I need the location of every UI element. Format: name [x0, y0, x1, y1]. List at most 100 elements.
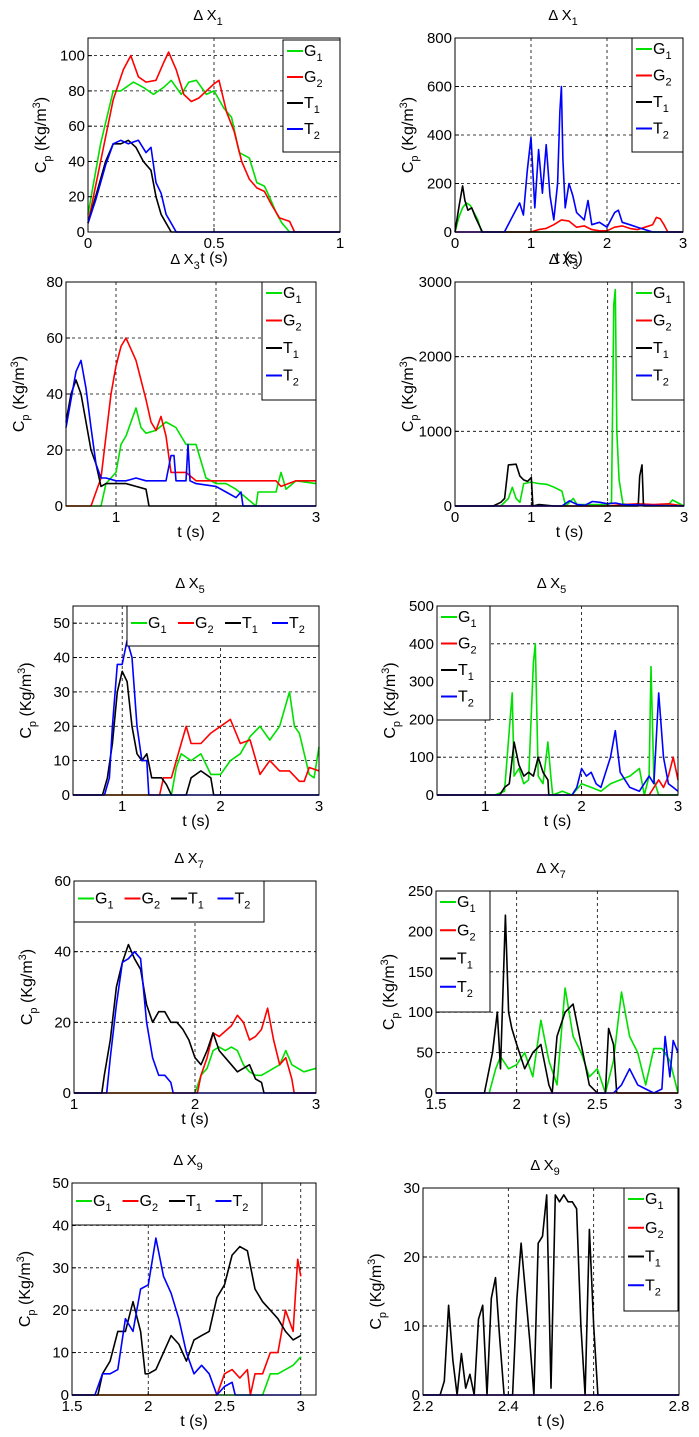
legend-label-g2: G2	[195, 615, 214, 636]
y-tick-label: 20	[68, 189, 85, 206]
series-line-g2	[66, 337, 316, 507]
y-tick-label: 800	[427, 30, 452, 47]
x-tick-label: 1	[527, 235, 535, 252]
y-tick-label: 100	[408, 1004, 433, 1021]
legend-label-g2: G2	[645, 1220, 664, 1241]
y-tick-label: 200	[408, 923, 433, 940]
subplot-6: 1 2 3 0 100 200 300 400 500 Δ X5 t (s) Cp (Kg/m3) G1…	[380, 575, 682, 830]
legend-label-g1: G1	[653, 285, 672, 306]
y-axis-label: Cp (Kg/m3)	[31, 97, 54, 173]
y-tick-label: 40	[68, 153, 85, 170]
y-tick-label: 250	[408, 883, 433, 900]
series-line-t1	[65, 379, 316, 507]
series-line-g2	[73, 718, 320, 796]
y-tick-label: 500	[409, 598, 434, 615]
legend-label-g2: G2	[457, 922, 476, 943]
x-axis-label: t (s)	[180, 1413, 208, 1430]
x-tick-label: 0	[451, 235, 459, 252]
x-tick-label: 2.5	[587, 1096, 608, 1113]
y-tick-label: 400	[427, 127, 452, 144]
x-axis-label: t (s)	[182, 813, 210, 830]
x-tick-label: 0.5	[204, 235, 225, 252]
y-tick-label: 0	[412, 1387, 420, 1404]
legend-box	[261, 281, 317, 401]
y-tick-label: 0	[61, 1387, 69, 1404]
series-line-g1	[74, 1046, 317, 1094]
x-tick-label: 3	[679, 235, 687, 252]
series-line-t1	[455, 463, 684, 507]
legend-label-t2: T2	[458, 689, 474, 710]
legend-label-t1: T1	[283, 340, 299, 361]
y-tick-label: 20	[46, 442, 63, 459]
legend: G1 G2 T1 T2	[282, 39, 341, 153]
legend-label-t2: T2	[233, 1193, 249, 1214]
y-tick-label: 600	[427, 79, 452, 96]
x-tick-label: 1	[527, 509, 535, 526]
series-line-t1	[423, 1194, 679, 1396]
legend: G1 G2 T1 T2	[631, 281, 685, 401]
subplot-title: Δ X7	[174, 850, 204, 871]
y-tick-label: 10	[53, 753, 70, 770]
x-tick-label: 2	[212, 509, 220, 526]
y-axis-label: Cp (Kg/m3)	[380, 662, 403, 738]
x-tick-label: 1	[112, 509, 120, 526]
legend-label-g1: G1	[457, 894, 476, 915]
y-tick-label: 20	[53, 718, 70, 735]
legend-box	[436, 605, 491, 721]
legend-label-g2: G2	[142, 891, 161, 912]
legend-label-t1: T1	[188, 891, 204, 912]
x-tick-label: 0	[451, 509, 459, 526]
y-tick-label: 30	[53, 684, 70, 701]
subplot-8: 1.5 2 2.5 3 0 50 100 150 200 250 Δ X7 t (s) Cp (Kg/m…	[379, 860, 682, 1128]
legend-label-g1: G1	[95, 891, 114, 912]
y-tick-label: 20	[52, 1302, 69, 1319]
x-tick-label: 3	[680, 509, 688, 526]
legend-label-t2: T2	[645, 1277, 661, 1298]
x-tick-label: 3	[312, 1096, 320, 1113]
x-axis-label: t (s)	[200, 250, 228, 267]
legend-box	[631, 37, 684, 153]
legend: G1 G2 T1 T2	[435, 890, 491, 1013]
subplot-title: Δ X1	[193, 7, 223, 28]
legend-label-g1: G1	[653, 41, 672, 62]
series-line-t2	[74, 950, 316, 1094]
y-tick-label: 50	[53, 615, 70, 632]
legend-label-g2: G2	[283, 313, 302, 334]
y-tick-label: 60	[46, 330, 63, 347]
series-line-g1	[455, 288, 685, 507]
legend-label-t1: T1	[304, 95, 320, 116]
x-tick-label: 2.2	[413, 1398, 434, 1415]
legend-label-t2: T2	[283, 368, 299, 389]
x-tick-label: 3	[312, 509, 320, 526]
y-axis-label: Cp (Kg/m3)	[398, 97, 421, 173]
legend-label-t1: T1	[457, 951, 473, 972]
legend-label-t1: T1	[645, 1249, 661, 1270]
legend-label-t1: T1	[242, 615, 258, 636]
y-tick-label: 0	[77, 224, 85, 241]
series-line-g1	[73, 691, 320, 796]
legend-label-g1: G1	[645, 1191, 664, 1212]
y-tick-label: 10	[403, 1318, 420, 1335]
series-line-t2	[436, 1035, 679, 1094]
series-line-t2	[455, 499, 685, 507]
legend-label-t2: T2	[235, 891, 251, 912]
x-tick-label: 2.6	[583, 1398, 604, 1415]
legend-box	[126, 605, 320, 647]
y-tick-label: 60	[68, 118, 85, 135]
legend-label-t1: T1	[186, 1193, 202, 1214]
x-axis-label: t (s)	[177, 524, 205, 541]
x-tick-label: 1	[118, 798, 126, 815]
legend-label-t2: T2	[304, 121, 320, 142]
series-line-g1	[87, 79, 340, 233]
series-line-g2	[74, 1007, 316, 1094]
y-axis-label: Cp (Kg/m3)	[16, 662, 39, 738]
legend-label-g2: G2	[458, 636, 477, 657]
y-tick-label: 30	[403, 1180, 420, 1197]
subplot-10: 2.2 2.4 2.6 2.8 0 10 20 30 Δ X9 t (s) Cp (Kg/m3) G1…	[366, 1157, 689, 1430]
x-tick-label: 2	[144, 1398, 152, 1415]
legend-label-g2: G2	[653, 313, 672, 334]
y-axis-label: Cp (Kg/m3)	[9, 356, 32, 432]
